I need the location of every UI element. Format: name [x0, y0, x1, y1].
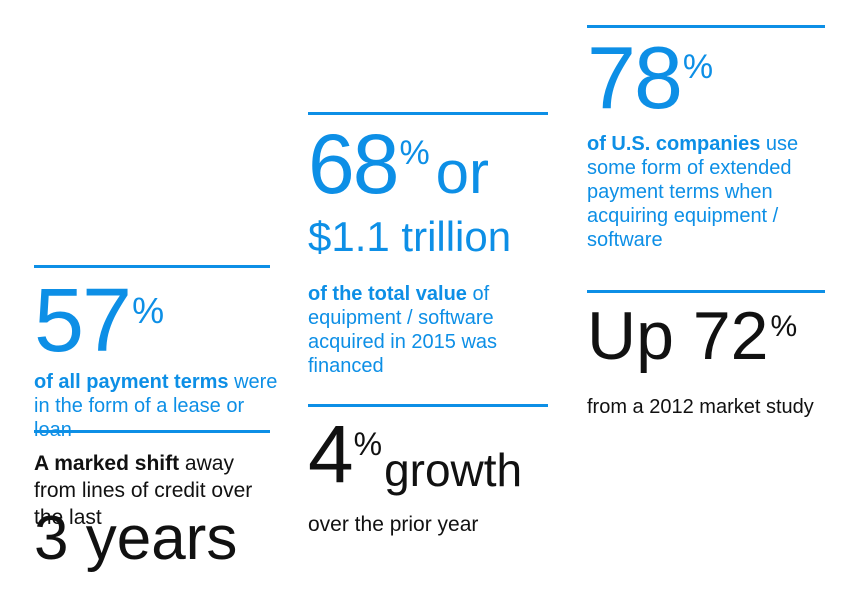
stat-72-number: Up 72: [587, 298, 769, 374]
stat-68-amount: $1.1 trillion: [308, 213, 512, 260]
stat-57-percent: %: [132, 290, 165, 331]
stat-78-bold: of U.S. companies: [587, 133, 761, 155]
column-right: 78% of U.S. companies use some form of e…: [587, 0, 837, 602]
stat-68-or: or: [435, 139, 490, 206]
stat-68-percent: %: [399, 134, 430, 172]
divider: [308, 404, 548, 407]
stat-68-description: of the total value of equipment / softwa…: [308, 282, 543, 378]
stat-4-word: growth: [384, 444, 523, 496]
stat-78-percent: %: [682, 48, 714, 86]
stat-78-number: 78: [587, 28, 683, 127]
stat-78-rest: use some form of extended payment terms …: [587, 133, 799, 251]
stat-57-number: 57: [34, 271, 132, 371]
divider: [34, 430, 270, 433]
divider: [587, 290, 825, 293]
column-middle: 68% or $1.1 trillion of the total value o…: [308, 0, 558, 602]
stat-4-percent: %: [353, 426, 383, 462]
stat-72-caption: from a 2012 market study: [587, 396, 814, 418]
shift-big: 3 years: [34, 504, 238, 573]
stat-68: 68% or: [308, 122, 489, 206]
stat-72: Up 72%: [587, 302, 797, 370]
stat-57: 57%: [34, 276, 164, 366]
stat-78-description: of U.S. companies use some form of exten…: [587, 132, 827, 252]
stat-72-percent: %: [770, 310, 798, 343]
divider: [587, 25, 825, 28]
stat-57-bold: of all payment terms: [34, 371, 229, 393]
stat-68-rest: of equipment / software acquired in 2015…: [308, 283, 498, 377]
divider: [34, 265, 270, 268]
shift-bold: A marked shift: [34, 452, 180, 475]
stat-4: 4%growth: [308, 414, 522, 496]
stat-4-number: 4: [308, 409, 354, 500]
column-left: 57% of all payment terms were in the for…: [34, 0, 277, 602]
stat-68-number: 68: [308, 117, 399, 211]
stat-4-caption: over the prior year: [308, 513, 479, 536]
stat-68-bold: of the total value: [308, 283, 467, 305]
divider: [308, 112, 548, 115]
shift-rest: away from lines of credit over the last: [34, 452, 253, 529]
shift-description: A marked shift away from lines of credit…: [34, 450, 279, 531]
stat-78: 78%: [587, 34, 713, 122]
